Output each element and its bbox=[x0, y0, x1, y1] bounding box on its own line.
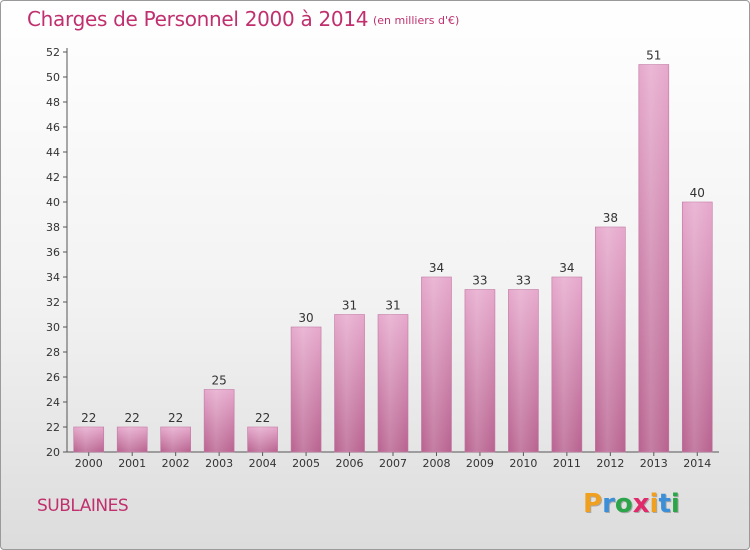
value-label: 31 bbox=[342, 299, 357, 313]
x-tick-label: 2008 bbox=[422, 457, 450, 470]
logo-letter: o bbox=[614, 489, 633, 519]
x-tick-label: 2013 bbox=[640, 457, 668, 470]
value-label: 33 bbox=[472, 274, 487, 288]
bar-highlight bbox=[291, 327, 322, 452]
value-label: 51 bbox=[646, 49, 661, 63]
bar-highlight bbox=[682, 202, 713, 452]
bar-highlight bbox=[638, 64, 669, 452]
bar-highlight bbox=[204, 389, 235, 452]
logo-letter: x bbox=[632, 489, 650, 519]
bar-highlight bbox=[551, 277, 582, 452]
value-label: 34 bbox=[559, 261, 574, 275]
proxiti-logo: Proxiti bbox=[583, 489, 680, 519]
value-label: 40 bbox=[690, 186, 705, 200]
value-label: 33 bbox=[516, 274, 531, 288]
y-tick-label: 20 bbox=[46, 446, 60, 459]
x-tick-label: 2007 bbox=[379, 457, 407, 470]
y-tick-label: 24 bbox=[46, 396, 60, 409]
y-tick-label: 36 bbox=[46, 246, 60, 259]
bar-highlight bbox=[378, 314, 408, 452]
value-label: 22 bbox=[81, 411, 96, 425]
y-tick-label: 32 bbox=[46, 296, 60, 309]
value-label: 22 bbox=[168, 411, 183, 425]
logo-letter: i bbox=[649, 489, 659, 519]
bar-highlight bbox=[160, 427, 191, 452]
value-label: 34 bbox=[429, 261, 444, 275]
y-tick-label: 28 bbox=[46, 346, 60, 359]
bar-highlight bbox=[334, 314, 365, 452]
logo-letter: r bbox=[602, 489, 615, 519]
y-tick-label: 34 bbox=[46, 271, 60, 284]
bar-highlight bbox=[421, 277, 452, 452]
chart-title: Charges de Personnel 2000 à 2014 bbox=[27, 7, 369, 31]
logo-letter: t bbox=[658, 489, 671, 519]
logo-letter: i bbox=[670, 489, 680, 519]
y-tick-label: 38 bbox=[46, 221, 60, 234]
chart-subtitle: (en milliers d'€) bbox=[373, 14, 460, 27]
x-tick-label: 2009 bbox=[466, 457, 494, 470]
y-tick-label: 40 bbox=[46, 196, 60, 209]
value-label: 30 bbox=[298, 311, 313, 325]
x-tick-label: 2010 bbox=[509, 457, 537, 470]
x-tick-label: 2014 bbox=[683, 457, 711, 470]
x-tick-label: 2012 bbox=[596, 457, 624, 470]
y-tick-label: 26 bbox=[46, 371, 60, 384]
x-tick-label: 2004 bbox=[249, 457, 277, 470]
bar-highlight bbox=[117, 427, 148, 452]
value-label: 22 bbox=[255, 411, 270, 425]
x-tick-label: 2003 bbox=[205, 457, 233, 470]
bar-highlight bbox=[595, 227, 626, 452]
y-tick-label: 22 bbox=[46, 421, 60, 434]
y-tick-label: 30 bbox=[46, 321, 60, 334]
bar-highlight bbox=[73, 427, 104, 452]
bar-highlight bbox=[464, 289, 495, 452]
y-tick-label: 42 bbox=[46, 171, 60, 184]
value-label: 25 bbox=[211, 374, 226, 388]
logo-letter: P bbox=[583, 489, 603, 519]
axes: 20 22 24 26 28 30 32 34 36 38 40 42 44 46 48 50 52 2000 20… bbox=[46, 46, 719, 470]
x-tick-label: 2002 bbox=[162, 457, 190, 470]
bars: 22 22 22 25 22 30 31 31 34 33 33 34 38 51 40 bbox=[73, 49, 713, 453]
x-tick-label: 2006 bbox=[336, 457, 364, 470]
y-tick-label: 44 bbox=[46, 146, 60, 159]
commune-name: SUBLAINES bbox=[37, 496, 129, 516]
y-tick-label: 48 bbox=[46, 96, 60, 109]
bar-highlight bbox=[508, 289, 539, 452]
y-tick-label: 52 bbox=[46, 46, 60, 59]
value-label: 31 bbox=[385, 299, 400, 313]
value-label: 38 bbox=[603, 211, 618, 225]
x-tick-label: 2000 bbox=[75, 457, 103, 470]
bar-highlight bbox=[247, 427, 278, 452]
value-label: 22 bbox=[125, 411, 140, 425]
x-tick-label: 2011 bbox=[553, 457, 581, 470]
y-tick-label: 46 bbox=[46, 121, 60, 134]
y-tick-label: 50 bbox=[46, 71, 60, 84]
x-tick-label: 2001 bbox=[118, 457, 146, 470]
x-tick-label: 2005 bbox=[292, 457, 320, 470]
